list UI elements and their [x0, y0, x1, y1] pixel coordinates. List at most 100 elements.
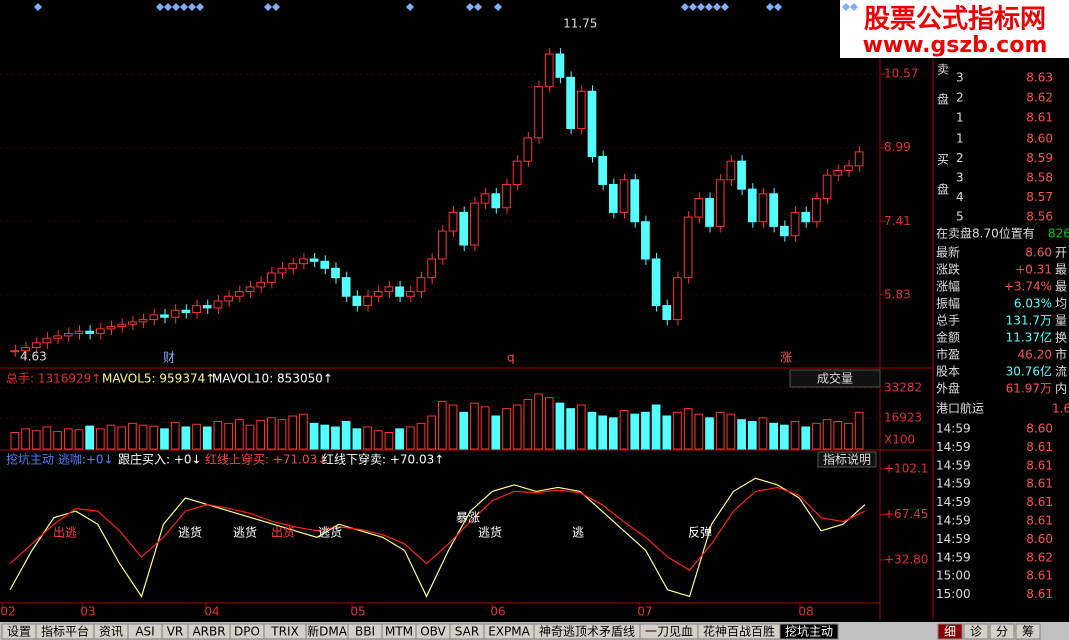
quote-cell: 2: [956, 91, 964, 105]
volume-bar: [587, 411, 597, 450]
signal-label: 逃货: [233, 525, 257, 540]
candle-body: [63, 333, 73, 337]
tab-label[interactable]: OBV: [420, 625, 446, 639]
sector: 港口航运: [936, 401, 984, 416]
tab-label[interactable]: 一刀见血: [645, 625, 693, 639]
tab-label[interactable]: 设置: [7, 625, 31, 639]
low-label: 4.63: [20, 349, 47, 363]
tab-label[interactable]: VR: [167, 625, 184, 639]
signal-icon: [681, 3, 689, 11]
dropdown-label[interactable]: 成交量: [817, 371, 853, 386]
volume-bar: [181, 426, 191, 450]
side-tab-label[interactable]: 分: [996, 625, 1008, 639]
side-tab-label[interactable]: 筹: [1022, 625, 1034, 639]
quote-cell: 8.56: [1026, 210, 1053, 224]
candle-body: [812, 197, 821, 223]
volume-bar: [480, 406, 490, 450]
quote-cell: 1: [956, 111, 964, 125]
x-tick-label: 04: [204, 605, 219, 619]
signal-icon: [850, 3, 858, 11]
volume-bar: [641, 411, 650, 450]
quote-cell: 8.61: [1026, 458, 1053, 472]
candle-body: [715, 179, 725, 227]
volume-bar: [128, 422, 137, 450]
tab[interactable]: [779, 623, 839, 640]
y-tick-label: +67.45: [884, 507, 928, 521]
signal-label: 逃货: [318, 525, 342, 540]
volume-bar: [769, 422, 778, 450]
volume-bar: [288, 415, 298, 450]
tab-label[interactable]: 挖坑主动: [785, 624, 833, 639]
y-tick-label: +102.1: [884, 461, 928, 475]
tab-label[interactable]: MTM: [385, 625, 413, 639]
side-tab[interactable]: [1015, 623, 1041, 640]
candle-body: [10, 350, 20, 353]
quote-cell: 2: [956, 151, 964, 165]
side-tab-label[interactable]: 细: [944, 625, 956, 639]
tab-label[interactable]: 花神百战百胜: [703, 624, 775, 639]
candle-body: [53, 335, 62, 339]
help-button[interactable]: [817, 451, 877, 468]
tab-label[interactable]: 资讯: [99, 625, 123, 639]
candle-body: [181, 309, 191, 314]
volume-bar: [747, 420, 757, 450]
volume-bar: [224, 422, 233, 450]
quote-cell: 8.62: [1026, 91, 1053, 105]
signal-label: 逃: [572, 526, 584, 540]
signal-icon: [721, 3, 729, 11]
candle-body: [438, 230, 447, 260]
volume-bar: [405, 426, 415, 450]
side-tab[interactable]: [963, 623, 989, 640]
side-tab[interactable]: [937, 623, 963, 640]
quote-cell: 涨幅: [936, 279, 960, 294]
volume-bar: [384, 431, 394, 450]
volume-bar: [53, 431, 62, 450]
candle-body: [747, 188, 757, 223]
volume-bar: [74, 429, 84, 450]
tab-label[interactable]: ASI: [135, 625, 154, 639]
unit-label: X100: [884, 433, 915, 447]
side-tab-label[interactable]: 诊: [970, 625, 982, 639]
indicator-line: [9, 486, 866, 571]
tab-label[interactable]: 神奇逃顶术矛盾线: [539, 625, 635, 639]
quote-cell: 8.61: [1026, 514, 1053, 528]
side-tab[interactable]: [989, 623, 1015, 640]
tab-label[interactable]: TRIX: [270, 625, 298, 639]
tab-label[interactable]: BBI: [355, 625, 375, 639]
quote-cell: 最新: [936, 245, 960, 260]
tab-label[interactable]: ARBR: [192, 625, 225, 639]
volume-bar: [822, 419, 832, 450]
candle-body: [587, 90, 597, 158]
tab-label[interactable]: DPO: [234, 625, 260, 639]
candle-body: [598, 156, 607, 185]
volume-bar: [42, 426, 52, 450]
candle-body: [224, 295, 233, 302]
logo-title: 股票公式指标网: [864, 5, 1046, 35]
tab-label[interactable]: 指标平台: [41, 624, 89, 639]
volume-bar: [780, 424, 789, 450]
tab-label[interactable]: EXPMA: [488, 625, 530, 639]
quote-cell: 15:00: [936, 569, 971, 583]
candle-body: [641, 221, 650, 260]
indicator-legend: 红线下穿卖: +70.03↑: [322, 452, 444, 467]
event-marker: 涨: [780, 350, 792, 365]
candle-body: [299, 258, 308, 265]
volume-bar: [854, 411, 864, 450]
quote-cell: 8.60: [1025, 246, 1052, 260]
tab-label[interactable]: SAR: [455, 625, 479, 639]
volume-bar: [192, 423, 201, 450]
quote-cell: 46.20: [1018, 348, 1052, 362]
dropdown[interactable]: [789, 369, 881, 388]
volume-bar: [106, 424, 116, 450]
notice-qty: 8262: [1048, 227, 1069, 241]
candle-body: [384, 286, 394, 293]
signal-icon: [766, 3, 774, 11]
signal-icon: [196, 3, 204, 11]
help-button-label[interactable]: 指标说明: [823, 452, 871, 467]
quote-cell: 8.61: [1026, 495, 1053, 509]
candle-body: [609, 183, 618, 213]
tab-label[interactable]: 新DMA: [307, 624, 348, 639]
quote-cell: 30.76亿: [1006, 364, 1052, 379]
volume-bar: [416, 422, 426, 450]
